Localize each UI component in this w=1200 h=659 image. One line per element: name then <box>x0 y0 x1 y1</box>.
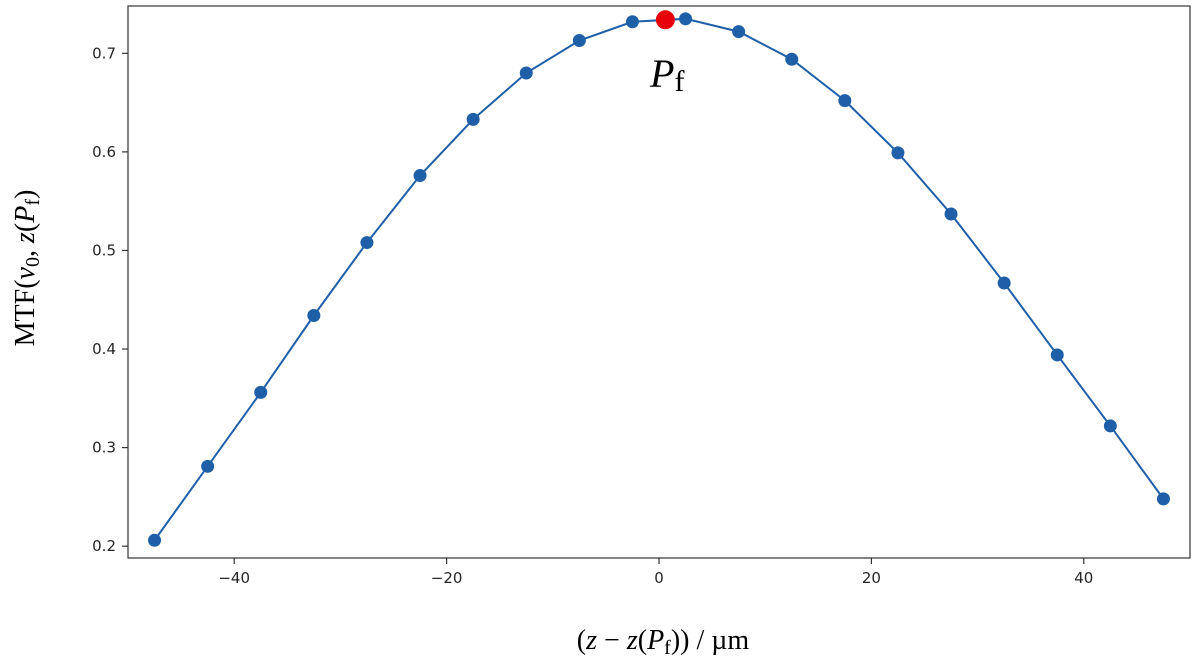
data-point <box>891 146 905 160</box>
data-point <box>838 94 852 108</box>
data-point <box>944 207 958 221</box>
data-point <box>1050 348 1064 362</box>
y-axis: 0.2 0.3 0.4 0.5 0.6 0.7 <box>92 44 128 555</box>
data-point <box>466 112 480 126</box>
highlight-label: Pf <box>649 51 684 98</box>
x-tick-label: 40 <box>1074 569 1093 587</box>
data-point <box>201 459 215 473</box>
x-tick-label: 20 <box>862 569 881 587</box>
y-tick-label: 0.5 <box>92 241 116 259</box>
y-tick-label: 0.6 <box>92 143 116 161</box>
x-axis-title: (z − z(Pf)) / µm <box>577 625 750 659</box>
data-point <box>413 169 427 183</box>
y-tick-label: 0.4 <box>92 340 116 358</box>
series-line <box>153 17 1165 541</box>
y-tick-label: 0.7 <box>92 44 116 62</box>
y-axis-title: MTF(ν0, z(Pf) <box>10 190 44 347</box>
data-point <box>1156 492 1170 506</box>
highlight-label-sub: f <box>674 65 684 98</box>
data-point <box>785 52 799 66</box>
y-tick-label: 0.2 <box>92 537 116 555</box>
x-tick-label: −20 <box>431 569 463 587</box>
highlight-point <box>655 10 675 30</box>
x-axis: −40 −20 0 20 40 <box>218 558 1093 587</box>
x-tick-label: 0 <box>654 569 664 587</box>
data-point <box>254 385 268 399</box>
data-point <box>572 34 586 47</box>
data-point <box>732 25 746 39</box>
data-point <box>625 15 639 29</box>
y-tick-label: 0.3 <box>92 439 116 457</box>
data-point <box>997 276 1011 290</box>
x-tick-label: −40 <box>218 569 250 587</box>
data-point <box>148 533 162 547</box>
data-point <box>307 309 321 323</box>
data-point <box>519 66 533 80</box>
data-point <box>1103 419 1117 433</box>
highlight-label-main: P <box>649 51 674 96</box>
data-point <box>360 236 374 250</box>
data-point <box>679 12 693 26</box>
plot-area <box>148 10 1170 547</box>
